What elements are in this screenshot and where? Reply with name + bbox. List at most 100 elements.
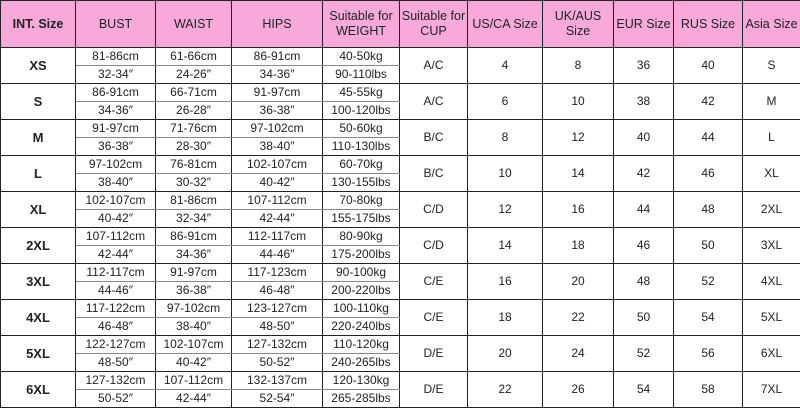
us-ca-size: 6 [467,83,543,120]
eur-size: 52 [613,335,674,372]
table-row-inches: 36-38″ 28-30″ 38-40″ 110-130lbs [1,137,800,156]
table-row: S 86-91cm 66-71cm 91-97cm 45-55kg A/C 6 10 38 42 M [0,83,800,120]
table-row: XS 81-86cm 61-66cm 86-91cm 40-50kg A/C 4 8 36 40 S [0,47,800,84]
table-row-inches: 50-52″ 42-44″ 52-54″ 265-285lbs [1,389,800,408]
bust-cm: 97-102cm [75,155,156,174]
table-row: L 97-102cm 76-81cm 102-107cm 60-70kg B/C 10 14 4… [0,155,800,192]
waist-cm: 71-76cm [155,119,232,138]
bust-in: 32-34″ [75,65,156,84]
bust-cm: 117-122cm [75,299,156,318]
uk-aus-size: 20 [542,263,614,300]
size-label: 4XL [0,299,76,336]
us-ca-size: 20 [467,335,543,372]
table-row: M 91-97cm 71-76cm 97-102cm 50-60kg B/C 8 12 40 44… [0,119,800,156]
waist-cm: 91-97cm [155,263,232,282]
bust-cm: 102-107cm [75,191,156,210]
asia-size: M [742,83,800,120]
waist-in: 24-26″ [155,65,232,84]
rus-size: 50 [673,227,743,264]
uk-aus-size: 18 [542,227,614,264]
us-ca-size: 16 [467,263,543,300]
bust-in: 36-38″ [75,137,156,156]
table-row: 4XL 117-122cm 97-102cm 123-127cm 100-110kg C/… [0,299,800,336]
waist-in: 34-36″ [155,245,232,264]
cup-size: B/C [399,155,468,192]
rus-size: 42 [673,83,743,120]
rus-size: 46 [673,155,743,192]
header-row: INT. Size BUST WAIST HIPS Suitable for WEIGH… [0,0,800,48]
weight-lbs: 100-120lbs [322,101,400,120]
waist-in: 30-32″ [155,173,232,192]
hips-in: 48-50″ [231,317,323,336]
waist-in: 28-30″ [155,137,232,156]
cup-size: D/E [399,371,468,408]
hips-in: 44-46″ [231,245,323,264]
rus-size: 58 [673,371,743,408]
bust-cm: 127-132cm [75,371,156,390]
waist-cm: 86-91cm [155,227,232,246]
column-header: INT. Size [0,0,76,48]
bust-in: 44-46″ [75,281,156,300]
cup-size: D/E [399,335,468,372]
waist-in: 38-40″ [155,317,232,336]
waist-cm: 76-81cm [155,155,232,174]
cup-size: A/C [399,47,468,84]
table-row: XL 102-107cm 81-86cm 107-112cm 70-80kg C/D 12 1… [0,191,800,228]
cup-size: C/E [399,299,468,336]
eur-size: 44 [613,191,674,228]
table-row-inches: 48-50″ 40-42″ 50-52″ 240-265lbs [1,353,800,372]
eur-size: 48 [613,263,674,300]
weight-kg: 90-100kg [322,263,400,282]
asia-size: 7XL [742,371,800,408]
cup-size: C/D [399,191,468,228]
cup-size: C/D [399,227,468,264]
table-row: 6XL 127-132cm 107-112cm 132-137cm 120-130kg D… [0,371,800,408]
column-header: US/CA Size [467,0,543,48]
hips-in: 46-48″ [231,281,323,300]
us-ca-size: 8 [467,119,543,156]
hips-in: 50-52″ [231,353,323,372]
waist-in: 32-34″ [155,209,232,228]
bust-cm: 107-112cm [75,227,156,246]
column-header: WAIST [155,0,232,48]
us-ca-size: 14 [467,227,543,264]
table-row-inches: 42-44″ 34-36″ 44-46″ 175-200lbs [1,245,800,264]
weight-kg: 40-50kg [322,47,400,66]
column-header: HIPS [231,0,323,48]
waist-in: 26-28″ [155,101,232,120]
weight-kg: 80-90kg [322,227,400,246]
hips-cm: 117-123cm [231,263,323,282]
hips-cm: 86-91cm [231,47,323,66]
waist-cm: 107-112cm [155,371,232,390]
uk-aus-size: 22 [542,299,614,336]
us-ca-size: 18 [467,299,543,336]
asia-size: L [742,119,800,156]
bust-in: 40-42″ [75,209,156,228]
uk-aus-size: 24 [542,335,614,372]
column-header: BUST [75,0,156,48]
weight-kg: 70-80kg [322,191,400,210]
rus-size: 44 [673,119,743,156]
column-header: Asia Size [742,0,800,48]
bust-in: 38-40″ [75,173,156,192]
eur-size: 50 [613,299,674,336]
table-row: 5XL 122-127cm 102-107cm 127-132cm 110-120kg D… [0,335,800,372]
us-ca-size: 22 [467,371,543,408]
weight-kg: 110-120kg [322,335,400,354]
column-header: Suitable for WEIGHT [322,0,400,48]
waist-cm: 81-86cm [155,191,232,210]
waist-cm: 97-102cm [155,299,232,318]
size-label: XL [0,191,76,228]
bust-cm: 91-97cm [75,119,156,138]
table-row: 2XL 107-112cm 86-91cm 112-117cm 80-90kg C/D 14… [0,227,800,264]
eur-size: 42 [613,155,674,192]
weight-kg: 50-60kg [322,119,400,138]
weight-lbs: 110-130lbs [322,137,400,156]
bust-in: 34-36″ [75,101,156,120]
eur-size: 36 [613,47,674,84]
waist-in: 40-42″ [155,353,232,372]
hips-cm: 102-107cm [231,155,323,174]
waist-cm: 102-107cm [155,335,232,354]
weight-lbs: 240-265lbs [322,353,400,372]
bust-in: 48-50″ [75,353,156,372]
